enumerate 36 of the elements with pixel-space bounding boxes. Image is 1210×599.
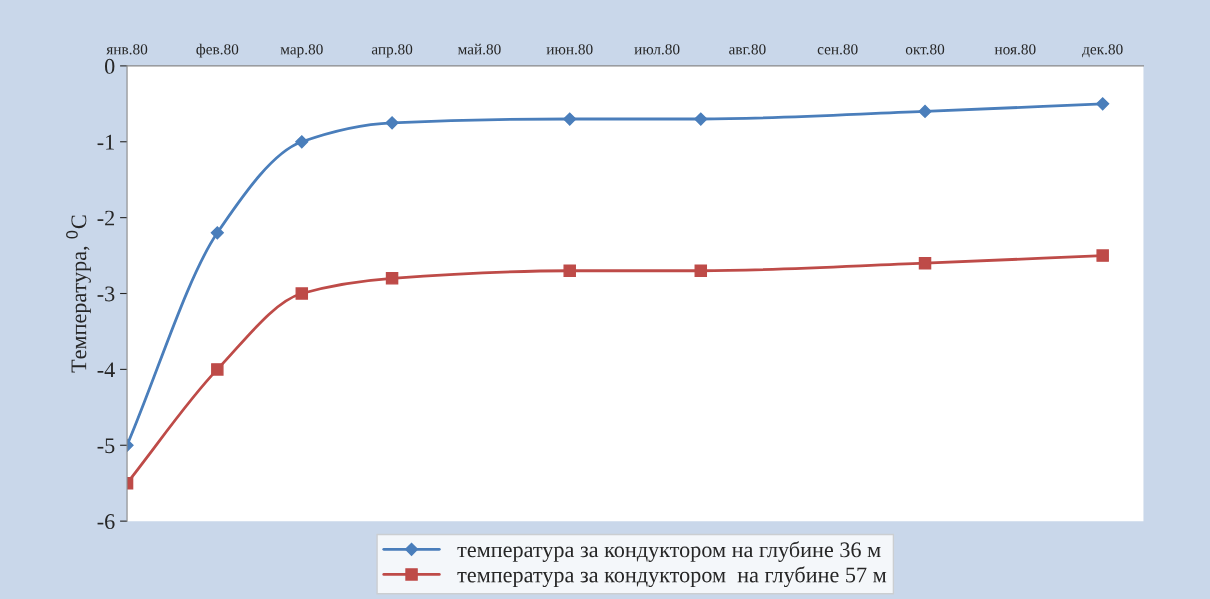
point — [295, 287, 309, 300]
y-tick-label: -3 — [97, 286, 115, 302]
x-tick-label: авг.80 — [729, 44, 766, 55]
x-tick-label: июн.80 — [546, 44, 593, 55]
y-tick-label: -4 — [97, 362, 115, 378]
x-tick-label: июл.80 — [634, 44, 680, 55]
point — [385, 272, 399, 285]
y-tick-label: -5 — [97, 438, 115, 454]
x-tick-label: мар.80 — [280, 44, 323, 58]
point — [918, 256, 932, 270]
y-axis-title: Температура, $^{0}$C — [66, 215, 91, 373]
point — [385, 116, 399, 130]
x-tick-label: дек.80 — [1082, 44, 1123, 58]
legend-label: температура за кондуктором на глубине 57 м — [457, 566, 887, 588]
legend-label: температура за кондуктором на глубине 36 м — [457, 541, 881, 562]
point — [1096, 249, 1109, 262]
x-tick-label: ноя.80 — [994, 44, 1036, 55]
point — [1096, 97, 1110, 111]
x-tick-label: апр.80 — [371, 44, 413, 58]
point — [295, 135, 309, 149]
point — [563, 112, 577, 126]
point — [210, 226, 224, 240]
y-tick-label: -6 — [97, 514, 115, 530]
y-tick-label: -1 — [97, 134, 114, 150]
x-tick-label: май.80 — [457, 43, 501, 55]
point — [918, 104, 932, 119]
point — [211, 363, 224, 376]
x-tick-label: фев.80 — [196, 43, 239, 58]
y-tick-label: -2 — [97, 210, 115, 226]
point — [563, 264, 576, 277]
x-tick-label: янв.80 — [106, 44, 148, 55]
x-tick-label: окт.80 — [905, 44, 945, 55]
y-tick-label: 0 — [104, 58, 115, 74]
x-tick-label: сен.80 — [817, 44, 858, 55]
point — [694, 112, 708, 126]
point — [694, 264, 708, 277]
